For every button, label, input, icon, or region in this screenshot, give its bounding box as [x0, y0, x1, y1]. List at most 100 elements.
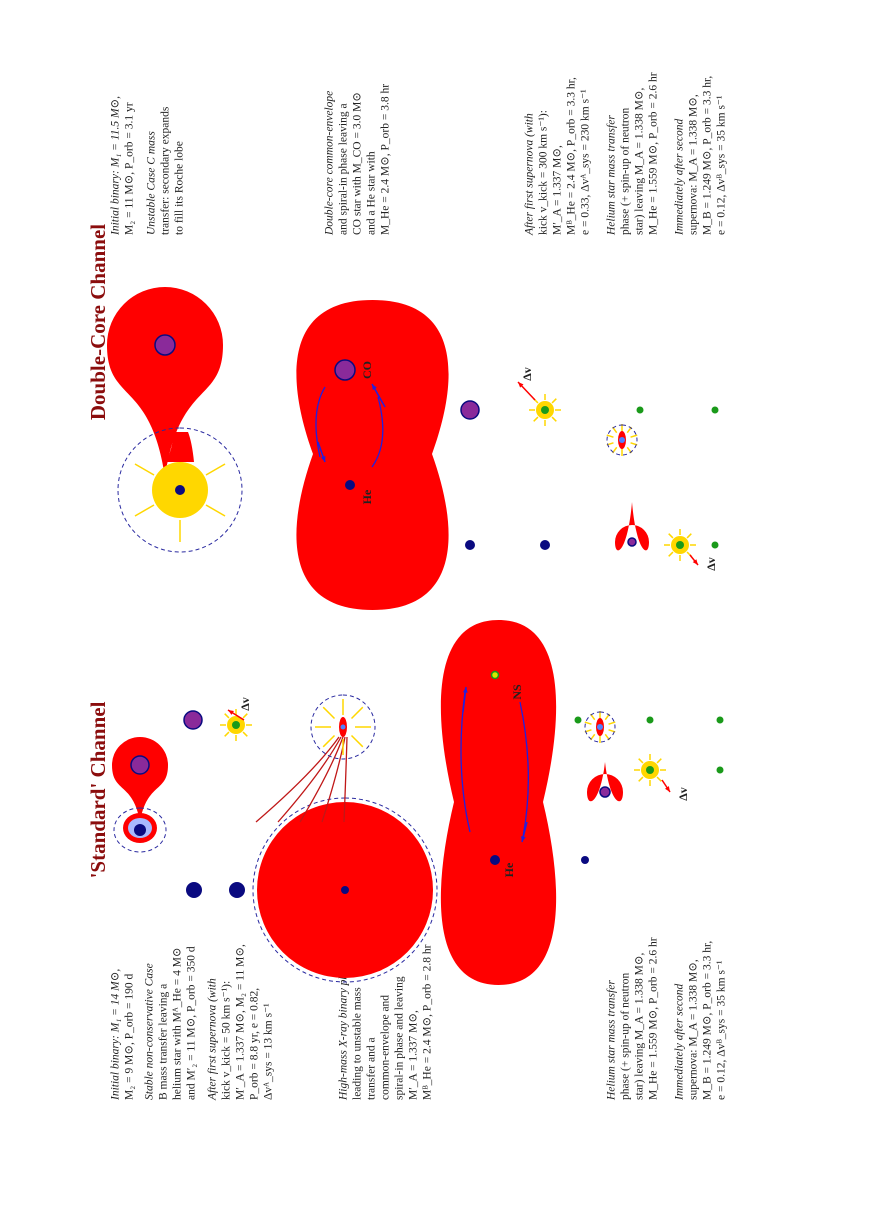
caption-line: kick v_kick = 50 km s⁻¹):: [221, 981, 233, 1100]
label: He: [502, 862, 516, 877]
caption-line: spiral-in phase and leaving: [394, 976, 406, 1100]
caption-line: transfer: secondary expands: [160, 106, 172, 235]
star: [341, 886, 349, 894]
caption-line: and a He star with: [366, 151, 378, 235]
star: [460, 400, 480, 420]
star: [340, 724, 346, 730]
ray: [638, 758, 644, 764]
roche-boundary: [310, 694, 376, 760]
roche-boundary: [584, 711, 616, 743]
star: [646, 716, 654, 724]
caption-line: Double-core common-envelope: [324, 91, 336, 236]
caption-line: Mᴮ_He = 2.4 M⊙, P_orb = 2.8 hr: [422, 944, 434, 1100]
ray: [668, 533, 674, 539]
caption-line: phase (+ spin-up of neutron: [620, 108, 632, 235]
caption-line: M_B = 1.249 M⊙, P_orb = 3.3 hr,: [702, 941, 714, 1100]
caption-line: e = 0.12, Δvᴮ_sys = 35 km s⁻¹: [716, 95, 728, 235]
caption-line: Helium star mass transfer: [606, 115, 618, 236]
caption-line: M_He = 1.559 M⊙, P_orb = 2.6 hr: [648, 937, 660, 1100]
caption-line: star) leaving M_A = 1.338 M⊙,: [634, 952, 646, 1100]
arrow-head: [320, 456, 326, 462]
standard-title: 'Standard' Channel: [86, 701, 110, 878]
label: He: [360, 489, 374, 504]
caption-line: Unstable Case C mass: [146, 131, 158, 235]
ray: [205, 463, 226, 476]
caption-line: Immediately after second: [674, 984, 686, 1101]
caption-line: e = 0.12, Δvᴮ_sys = 35 km s⁻¹: [716, 960, 728, 1100]
caption-line: Initial binary: M₁ = 14 M⊙,: [110, 969, 122, 1101]
roche-boundary: [113, 807, 167, 853]
star: [599, 786, 611, 798]
wind-stream: [343, 736, 348, 823]
caption-line: M_B = 1.249 M⊙, P_orb = 3.3 hr,: [702, 76, 714, 235]
star: [627, 537, 637, 547]
roche-boundary: [117, 427, 243, 553]
wind-stream: [299, 736, 344, 823]
caption-line: leading to unstable mass: [352, 987, 364, 1100]
ray: [224, 713, 230, 719]
arrow-head: [372, 384, 377, 390]
ray: [224, 731, 230, 737]
caption-line: Stable non-conservative Case: [144, 963, 156, 1100]
caption-line: kick v_kick = 300 km s⁻¹):: [538, 110, 550, 235]
caption-line: helium star with Mᴬ_He = 4 M⊙: [172, 947, 184, 1100]
star: [334, 359, 356, 381]
caption-line: M_He = 1.559 M⊙, P_orb = 2.6 hr: [648, 72, 660, 235]
orbit-arc: [519, 701, 529, 838]
caption-line: common-envelope and: [380, 995, 392, 1100]
star: [619, 437, 625, 443]
star: [541, 406, 549, 414]
roche-boundary: [606, 424, 638, 456]
label: Δv: [520, 367, 534, 381]
star: [597, 724, 603, 730]
star: [134, 824, 146, 836]
ray: [551, 398, 557, 404]
caption-line: and M′₂ = 11 M⊙, P_orb = 350 d: [186, 946, 198, 1100]
star: [186, 882, 202, 898]
caption-line: e = 0.33, Δvᴬ_sys = 230 km s⁻¹: [580, 89, 592, 235]
ray: [656, 758, 662, 764]
ray: [630, 434, 638, 438]
ray: [242, 731, 248, 737]
star: [636, 406, 644, 414]
star: [490, 855, 500, 865]
caption-line: transfer and a: [366, 1037, 378, 1100]
arrow-head: [463, 687, 468, 693]
ray: [668, 551, 674, 557]
star: [154, 334, 176, 356]
ray: [134, 463, 155, 476]
caption-line: M_He = 2.4 M⊙, P_orb = 3.8 hr: [380, 84, 392, 235]
caption-line: M′_A = 1.337 M⊙, M₂ = 11 M⊙,: [235, 944, 247, 1100]
caption-line: Mᴮ_He = 2.4 M⊙, P_orb = 3.3 hr,: [566, 77, 578, 235]
star: [345, 480, 355, 490]
common-envelope: [296, 300, 449, 610]
label: CO: [360, 361, 374, 379]
ray: [533, 416, 539, 422]
arrow-head: [664, 786, 670, 792]
caption-line: supernova: M_A = 1.338 M⊙,: [688, 94, 700, 235]
ray: [205, 504, 226, 517]
roche-lobe-star: [107, 287, 223, 477]
ray: [134, 504, 155, 517]
ray: [242, 713, 248, 719]
roche-lobe-star: [112, 737, 168, 822]
star: [646, 766, 654, 774]
ray: [686, 533, 692, 539]
label: Δv: [704, 557, 718, 571]
caption-line: M₂ = 11 M⊙, P_orb = 3.1 yr: [124, 102, 136, 235]
caption-line: Initial binary: M₁ = 11.5 M⊙,: [110, 96, 122, 236]
star: [711, 541, 719, 549]
roche-lobe-star: [615, 502, 649, 551]
caption-line: High-mass X-ray binary phase: [338, 959, 350, 1102]
star: [232, 721, 240, 729]
caption-line: Δvᴬ_sys = 13 km s⁻¹: [263, 1003, 275, 1100]
ray: [322, 734, 336, 748]
caption-line: and spiral-in phase leaving a: [338, 103, 350, 235]
label: Δv: [238, 697, 252, 711]
caption-line: After first supernova (with: [524, 113, 536, 236]
ray: [656, 776, 662, 782]
orbit-arc: [371, 396, 384, 468]
star: [229, 882, 245, 898]
common-envelope: [440, 620, 557, 985]
